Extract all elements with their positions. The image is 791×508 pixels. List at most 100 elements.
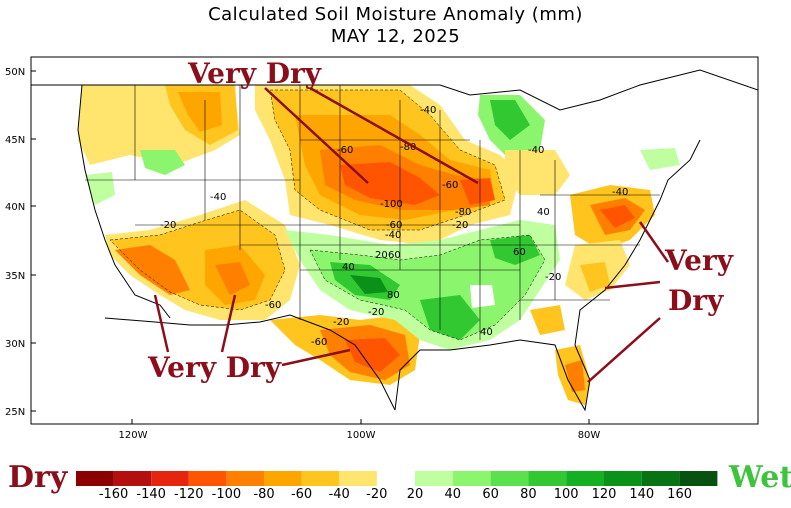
legend-tick: -140	[136, 487, 166, 502]
contour-labels: -40 -60 -80 -60 -80 -100 -60 -40 -20 -40…	[160, 105, 628, 348]
anomaly-iowa-core	[460, 178, 495, 205]
lat-tick: 40N	[5, 202, 25, 213]
annotation-labels: Very Dry Very Dry Very Dry	[147, 57, 734, 384]
contour-label: -60	[442, 180, 458, 191]
border-canada	[31, 69, 758, 111]
anomaly-wet-kentucky	[490, 235, 540, 265]
annotation-dry-east: Dry	[668, 284, 724, 317]
contour-label: -20	[452, 220, 468, 231]
contour-label: -80	[400, 142, 416, 153]
contour-label: 40	[480, 327, 493, 338]
anomaly-texas-core	[345, 338, 400, 372]
contour-label: -20	[368, 307, 384, 318]
legend-swatch-wet	[679, 471, 718, 486]
contour-label: -40	[420, 105, 436, 116]
legend-tick: -160	[98, 487, 129, 502]
annotation-very-dry-north: Very Dry	[187, 57, 322, 90]
anomaly-wet-core	[350, 275, 388, 294]
lat-tick: 50N	[5, 67, 25, 78]
lat-tick-marks	[31, 70, 590, 424]
coast-gulf-atlantic	[394, 139, 701, 412]
legend-tick: 160	[667, 487, 692, 502]
legend-swatch-dry	[188, 471, 227, 486]
contour-label: 60	[388, 250, 401, 261]
contour-label: -40	[210, 192, 226, 203]
lat-tick: 25N	[5, 407, 25, 418]
contour-label: 80	[387, 290, 400, 301]
lon-axis: 120W 100W 80W	[119, 430, 601, 441]
legend-tick: 80	[520, 487, 537, 502]
map-title: Calculated Soil Moisture Anomaly (mm)	[208, 4, 583, 25]
contour-label: -60	[337, 145, 353, 156]
legend-swatch-dry	[339, 471, 377, 486]
legend-tick: 100	[553, 487, 579, 502]
legend-tick: -120	[174, 487, 204, 502]
anomaly-ohio	[505, 150, 570, 195]
lon-tick: 80W	[578, 430, 601, 441]
legend-tick: 40	[444, 487, 462, 502]
lat-tick: 35N	[5, 271, 25, 282]
annotation-very-east: Very	[664, 244, 734, 277]
map-date: MAY 12, 2025	[330, 26, 461, 47]
legend-dry-label: Dry	[8, 460, 68, 495]
legend-swatch-dry	[151, 471, 189, 486]
state-lines	[85, 85, 660, 340]
legend-tick: 120	[591, 487, 617, 502]
anomaly-north-plains-5	[340, 162, 440, 205]
anomaly-wet-louisiana	[420, 295, 480, 340]
legend-tick: -60	[290, 487, 313, 502]
legend-tick: -80	[253, 487, 275, 502]
annotation-arrows	[153, 86, 670, 383]
contour-label: 40	[342, 262, 355, 273]
contour-label: 20	[375, 250, 388, 261]
legend-colorbar	[76, 471, 718, 486]
legend-swatch-dry	[301, 471, 340, 486]
contour-label: -40	[528, 145, 544, 156]
anomaly-wet-lakes-core	[490, 100, 530, 140]
contour-label: -40	[385, 230, 401, 241]
border-mexico	[104, 314, 396, 411]
legend-tick: 60	[482, 487, 499, 502]
legend-tick: -20	[366, 487, 388, 502]
legend-swatch-dry	[113, 471, 152, 486]
contour-label: -60	[311, 337, 327, 348]
legend-swatch-wet	[452, 471, 491, 486]
anomaly-wet-idaho	[140, 150, 185, 175]
contour-label: -80	[455, 207, 471, 218]
lat-axis: 50N 45N 40N 35N 30N 25N	[5, 67, 25, 418]
contour-label: -60	[386, 220, 402, 231]
legend-swatch-dry	[76, 471, 114, 486]
contours	[109, 89, 546, 341]
anomaly-wet-maine	[640, 148, 680, 170]
anomaly-georgia	[530, 305, 565, 335]
legend-swatch-wet	[528, 471, 567, 486]
anomaly-wet-2	[310, 235, 545, 340]
legend-swatch-wet	[566, 471, 604, 486]
legend-tick: -100	[211, 487, 242, 502]
legend-tick: 20	[406, 487, 424, 502]
anomaly-nw-core	[178, 92, 222, 132]
contour-label: -20	[160, 220, 176, 231]
legend-tick: 140	[629, 487, 655, 502]
anomaly-arizona-core	[215, 262, 250, 295]
legend-swatch-dry	[226, 471, 264, 486]
lat-tick: 45N	[5, 135, 25, 146]
contour-label: -100	[380, 199, 403, 210]
lon-tick: 100W	[347, 430, 376, 441]
contour-label: 40	[537, 207, 550, 218]
dry-hole-arkansas	[470, 285, 495, 308]
annotation-very-dry-south: Very Dry	[147, 351, 282, 384]
contour-label: -20	[545, 272, 561, 283]
coast-pacific	[77, 84, 171, 319]
lat-tick: 30N	[5, 339, 25, 350]
anomaly-carolinas-core	[580, 262, 610, 292]
legend-wet-label: Wet	[729, 460, 791, 495]
anomaly-mid-atlantic-core	[600, 205, 635, 228]
legend-swatch-wet	[641, 471, 680, 486]
contour-label: -20	[333, 317, 349, 328]
contour-label: 60	[513, 247, 526, 258]
legend-swatch-wet	[415, 471, 453, 486]
legend-swatch-dry	[264, 471, 302, 486]
contour-label: -40	[612, 187, 628, 198]
